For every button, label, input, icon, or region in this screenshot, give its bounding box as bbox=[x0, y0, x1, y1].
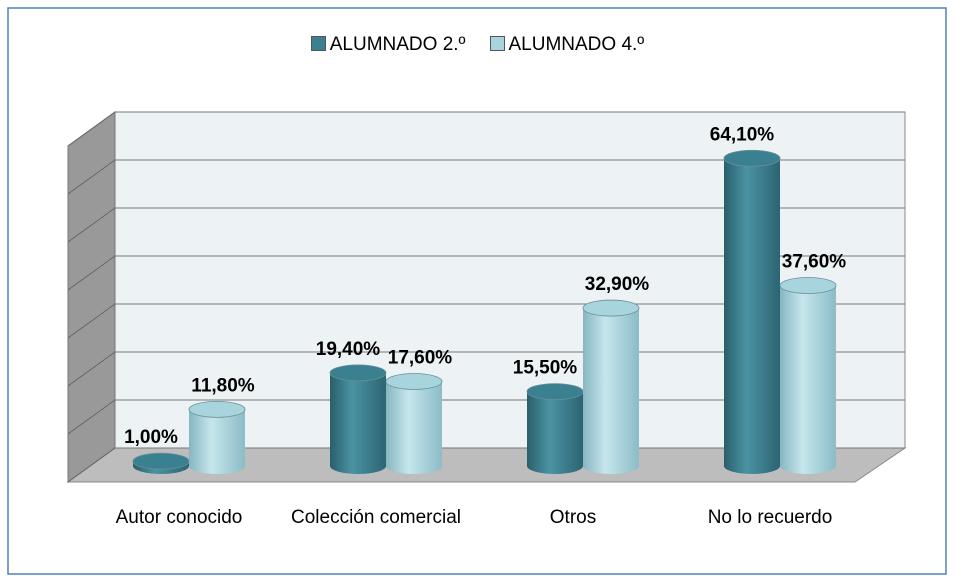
bar bbox=[132, 452, 190, 474]
value-label: 19,40% bbox=[316, 339, 381, 360]
legend-item: ALUMNADO 4.º bbox=[489, 34, 645, 56]
side-grid-line bbox=[67, 303, 116, 339]
legend-swatch bbox=[489, 36, 505, 51]
bar bbox=[385, 373, 443, 474]
side-grid-line bbox=[67, 351, 116, 387]
x-tick-label: Colección comercial bbox=[291, 507, 462, 528]
legend-item: ALUMNADO 2.º bbox=[310, 34, 466, 56]
value-label: 17,60% bbox=[388, 348, 453, 369]
value-label: 32,90% bbox=[585, 274, 650, 295]
bar bbox=[526, 383, 584, 474]
bar bbox=[779, 277, 837, 474]
value-label: 64,10% bbox=[710, 124, 775, 145]
side-wall bbox=[67, 111, 116, 483]
value-label: 15,50% bbox=[513, 358, 578, 379]
bar-top bbox=[582, 299, 640, 317]
x-tick-label: No lo recuerdo bbox=[707, 507, 833, 528]
bar-top bbox=[188, 400, 246, 418]
bar-body bbox=[724, 158, 780, 466]
bar bbox=[723, 149, 781, 474]
legend: ALUMNADO 2.º ALUMNADO 4.º bbox=[0, 34, 955, 56]
side-grid-line bbox=[67, 159, 116, 195]
bar-top bbox=[329, 364, 387, 382]
bar-top bbox=[723, 149, 781, 167]
legend-label: ALUMNADO 2.º bbox=[329, 34, 466, 55]
value-label: 11,80% bbox=[191, 375, 254, 396]
bar-body bbox=[330, 372, 386, 466]
bar bbox=[329, 364, 387, 474]
bar-body bbox=[583, 308, 639, 466]
side-grid-line bbox=[67, 255, 116, 291]
legend-label: ALUMNADO 4.º bbox=[508, 34, 645, 55]
x-tick-label: Otros bbox=[549, 507, 597, 528]
legend-swatch bbox=[310, 36, 326, 51]
side-grid-line bbox=[67, 399, 116, 435]
value-label: 1,00% bbox=[124, 427, 178, 448]
side-grid-line bbox=[67, 207, 116, 243]
bar-body bbox=[386, 381, 442, 466]
bar-body bbox=[527, 391, 583, 466]
bar-top bbox=[526, 383, 584, 401]
side-grid-line bbox=[67, 111, 116, 147]
bar-top bbox=[779, 277, 837, 294]
value-label: 37,60% bbox=[782, 252, 847, 273]
x-tick-label: Autor conocido bbox=[115, 507, 243, 528]
bar bbox=[582, 299, 640, 474]
bar-top bbox=[385, 373, 443, 390]
bar-top bbox=[132, 452, 190, 470]
bar-body bbox=[189, 409, 245, 466]
side-grid-line bbox=[67, 447, 116, 483]
bar-body bbox=[780, 285, 836, 466]
bar bbox=[188, 400, 246, 474]
